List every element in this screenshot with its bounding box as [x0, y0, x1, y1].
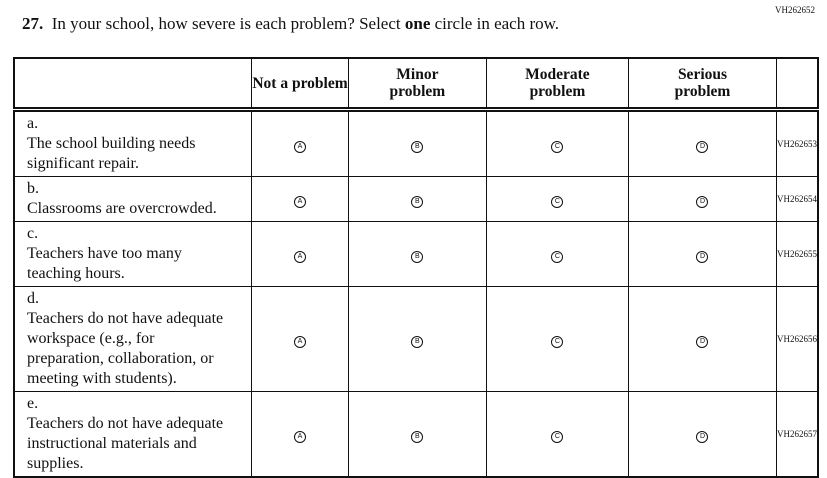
question-grid: Not a problem Minor problem Moderate pro…	[13, 57, 819, 478]
radio-bubble-c[interactable]: C	[551, 431, 564, 443]
item-label: e. Teachers do not have adequate instruct…	[13, 391, 253, 478]
option-cell[interactable]: D	[627, 109, 778, 177]
option-cell[interactable]: D	[627, 221, 778, 287]
header-not-a-problem: Not a problem	[251, 57, 349, 110]
item-text: Teachers do not have adequate instructio…	[27, 415, 224, 472]
item-text: Teachers have too many teaching hours.	[27, 245, 182, 282]
item-label: d. Teachers do not have adequate workspac…	[13, 286, 253, 392]
item-letter: a.	[27, 115, 39, 132]
question-prefix: In your school, how severe is each probl…	[51, 14, 405, 33]
header-serious: Serious problem	[627, 57, 778, 110]
item-text: Teachers do not have adequate workspace …	[27, 310, 224, 387]
radio-bubble-d[interactable]: D	[696, 431, 709, 443]
option-cell[interactable]: A	[251, 176, 349, 222]
option-cell[interactable]: C	[485, 109, 629, 177]
radio-bubble-c[interactable]: C	[551, 336, 564, 348]
item-label: c. Teachers have too many teaching hours.	[13, 221, 253, 287]
question-emphasis: one	[404, 14, 431, 33]
option-cell[interactable]: B	[347, 176, 487, 222]
option-cell[interactable]: C	[485, 221, 629, 287]
option-cell[interactable]: B	[347, 391, 487, 478]
question-suffix: circle in each row.	[430, 14, 560, 33]
option-cell[interactable]: B	[347, 109, 487, 177]
item-letter: d.	[27, 290, 39, 307]
option-cell[interactable]: C	[485, 391, 629, 478]
item-letter: b.	[27, 180, 39, 197]
radio-bubble-b[interactable]: B	[411, 251, 424, 263]
option-cell[interactable]: A	[251, 221, 349, 287]
radio-bubble-a[interactable]: A	[294, 251, 306, 263]
option-cell[interactable]: D	[627, 176, 778, 222]
item-text: The school building needs significant re…	[27, 135, 196, 172]
item-label: a. The school building needs significant …	[13, 109, 253, 177]
radio-bubble-b[interactable]: B	[411, 431, 424, 443]
table-row: d. Teachers do not have adequate workspac…	[13, 286, 819, 392]
item-id: VH262654	[776, 176, 819, 222]
table-row: c. Teachers have too many teaching hours.…	[13, 221, 819, 287]
item-id: VH262657	[776, 391, 819, 478]
option-cell[interactable]: C	[485, 176, 629, 222]
question-text: 27. In your school, how severe is each p…	[22, 14, 559, 34]
table-row: e. Teachers do not have adequate instruct…	[13, 391, 819, 478]
item-text: Classrooms are overcrowded.	[27, 200, 217, 217]
option-cell[interactable]: B	[347, 286, 487, 392]
radio-bubble-b[interactable]: B	[411, 196, 424, 208]
radio-bubble-a[interactable]: A	[294, 196, 306, 208]
item-letter: c.	[27, 225, 39, 242]
table-row: b. Classrooms are overcrowded. A B C D VH26265…	[13, 176, 819, 222]
item-label: b. Classrooms are overcrowded.	[13, 176, 253, 222]
item-id: VH262653	[776, 109, 819, 177]
radio-bubble-c[interactable]: C	[551, 141, 564, 153]
option-cell[interactable]: D	[627, 286, 778, 392]
radio-bubble-d[interactable]: D	[696, 336, 709, 348]
option-cell[interactable]: C	[485, 286, 629, 392]
item-id: VH262655	[776, 221, 819, 287]
header-moderate: Moderate problem	[485, 57, 629, 110]
header-id	[776, 57, 819, 110]
radio-bubble-d[interactable]: D	[696, 196, 709, 208]
item-id: VH262656	[776, 286, 819, 392]
option-cell[interactable]: D	[627, 391, 778, 478]
radio-bubble-d[interactable]: D	[696, 251, 709, 263]
question-number: 27.	[22, 14, 44, 33]
radio-bubble-c[interactable]: C	[551, 196, 564, 208]
radio-bubble-a[interactable]: A	[294, 336, 306, 348]
header-blank	[13, 57, 253, 110]
radio-bubble-a[interactable]: A	[294, 431, 306, 443]
radio-bubble-a[interactable]: A	[294, 141, 306, 153]
header-minor: Minor problem	[347, 57, 487, 110]
item-letter: e.	[27, 395, 39, 412]
option-cell[interactable]: A	[251, 391, 349, 478]
radio-bubble-b[interactable]: B	[411, 336, 424, 348]
radio-bubble-c[interactable]: C	[551, 251, 564, 263]
table-row: a. The school building needs significant …	[13, 109, 819, 177]
option-cell[interactable]: A	[251, 286, 349, 392]
option-cell[interactable]: A	[251, 109, 349, 177]
radio-bubble-b[interactable]: B	[411, 141, 424, 153]
page-id: VH262652	[775, 5, 815, 15]
radio-bubble-d[interactable]: D	[696, 141, 709, 153]
option-cell[interactable]: B	[347, 221, 487, 287]
